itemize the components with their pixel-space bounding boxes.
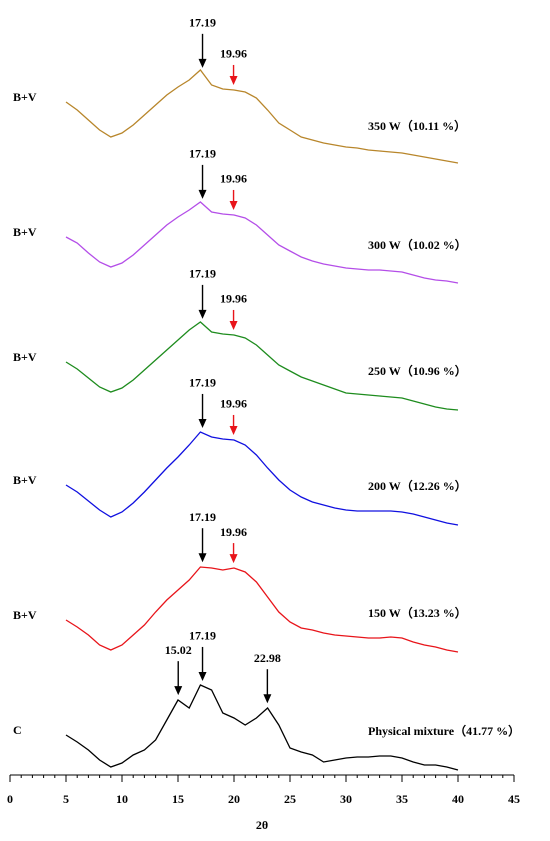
- peak-arrow-head: [229, 554, 238, 564]
- x-tick-label: 15: [172, 792, 184, 806]
- peak-label: 19.96: [220, 525, 247, 539]
- series-line: [65, 69, 459, 164]
- series-label: 250 W（10.96 %）: [368, 363, 467, 378]
- series-tag: B+V: [13, 608, 37, 622]
- x-tick-label: 35: [396, 792, 408, 806]
- series-line: [65, 566, 459, 653]
- x-tick-label: 20: [228, 792, 240, 806]
- peak-arrow-head: [198, 189, 207, 199]
- x-tick-label: 40: [452, 792, 464, 806]
- series-line: [65, 201, 459, 284]
- peak-label: 17.19: [189, 147, 216, 161]
- peak-label: 17.19: [189, 629, 216, 643]
- peak-label: 19.96: [220, 172, 247, 186]
- x-tick-label: 25: [284, 792, 296, 806]
- peak-arrow-head: [198, 58, 207, 68]
- peak-label: 17.19: [189, 510, 216, 524]
- peak-arrow-head: [263, 694, 272, 704]
- x-tick-label: 0: [7, 792, 13, 806]
- peak-arrow-head: [198, 418, 207, 428]
- peak-arrow-head: [229, 200, 238, 210]
- peak-arrow-head: [229, 320, 238, 330]
- series-label: 300 W（10.02 %）: [368, 237, 467, 252]
- peak-arrow-head: [229, 75, 238, 85]
- peak-label: 19.96: [220, 397, 247, 411]
- series-line: [65, 684, 459, 771]
- peak-label: 22.98: [254, 651, 281, 665]
- series-tag: C: [13, 723, 22, 737]
- x-tick-label: 5: [63, 792, 69, 806]
- peak-label: 17.19: [189, 267, 216, 281]
- x-tick-label: 10: [116, 792, 128, 806]
- peak-arrow-head: [229, 425, 238, 435]
- x-tick-label: 30: [340, 792, 352, 806]
- series-label: 350 W（10.11 %）: [368, 118, 466, 133]
- peak-label: 19.96: [220, 292, 247, 306]
- series-label: Physical mixture（41.77 %）: [368, 723, 520, 738]
- peak-label: 17.19: [189, 376, 216, 390]
- peak-arrow-head: [198, 671, 207, 681]
- peak-label: 17.19: [189, 16, 216, 30]
- series-line: [65, 431, 459, 526]
- series-tag: B+V: [13, 90, 37, 104]
- peak-arrow-head: [174, 686, 183, 696]
- x-axis-label: 2θ: [256, 818, 268, 832]
- series-label: 200 W（12.26 %）: [368, 478, 467, 493]
- x-tick-label: 45: [508, 792, 520, 806]
- peak-arrow-head: [198, 553, 207, 563]
- peak-arrow-head: [198, 309, 207, 319]
- series-tag: B+V: [13, 225, 37, 239]
- peak-label: 15.02: [165, 643, 192, 657]
- peak-label: 19.96: [220, 47, 247, 61]
- series-line: [65, 321, 459, 411]
- series-tag: B+V: [13, 350, 37, 364]
- series-label: 150 W（13.23 %）: [368, 605, 467, 620]
- series-tag: B+V: [13, 473, 37, 487]
